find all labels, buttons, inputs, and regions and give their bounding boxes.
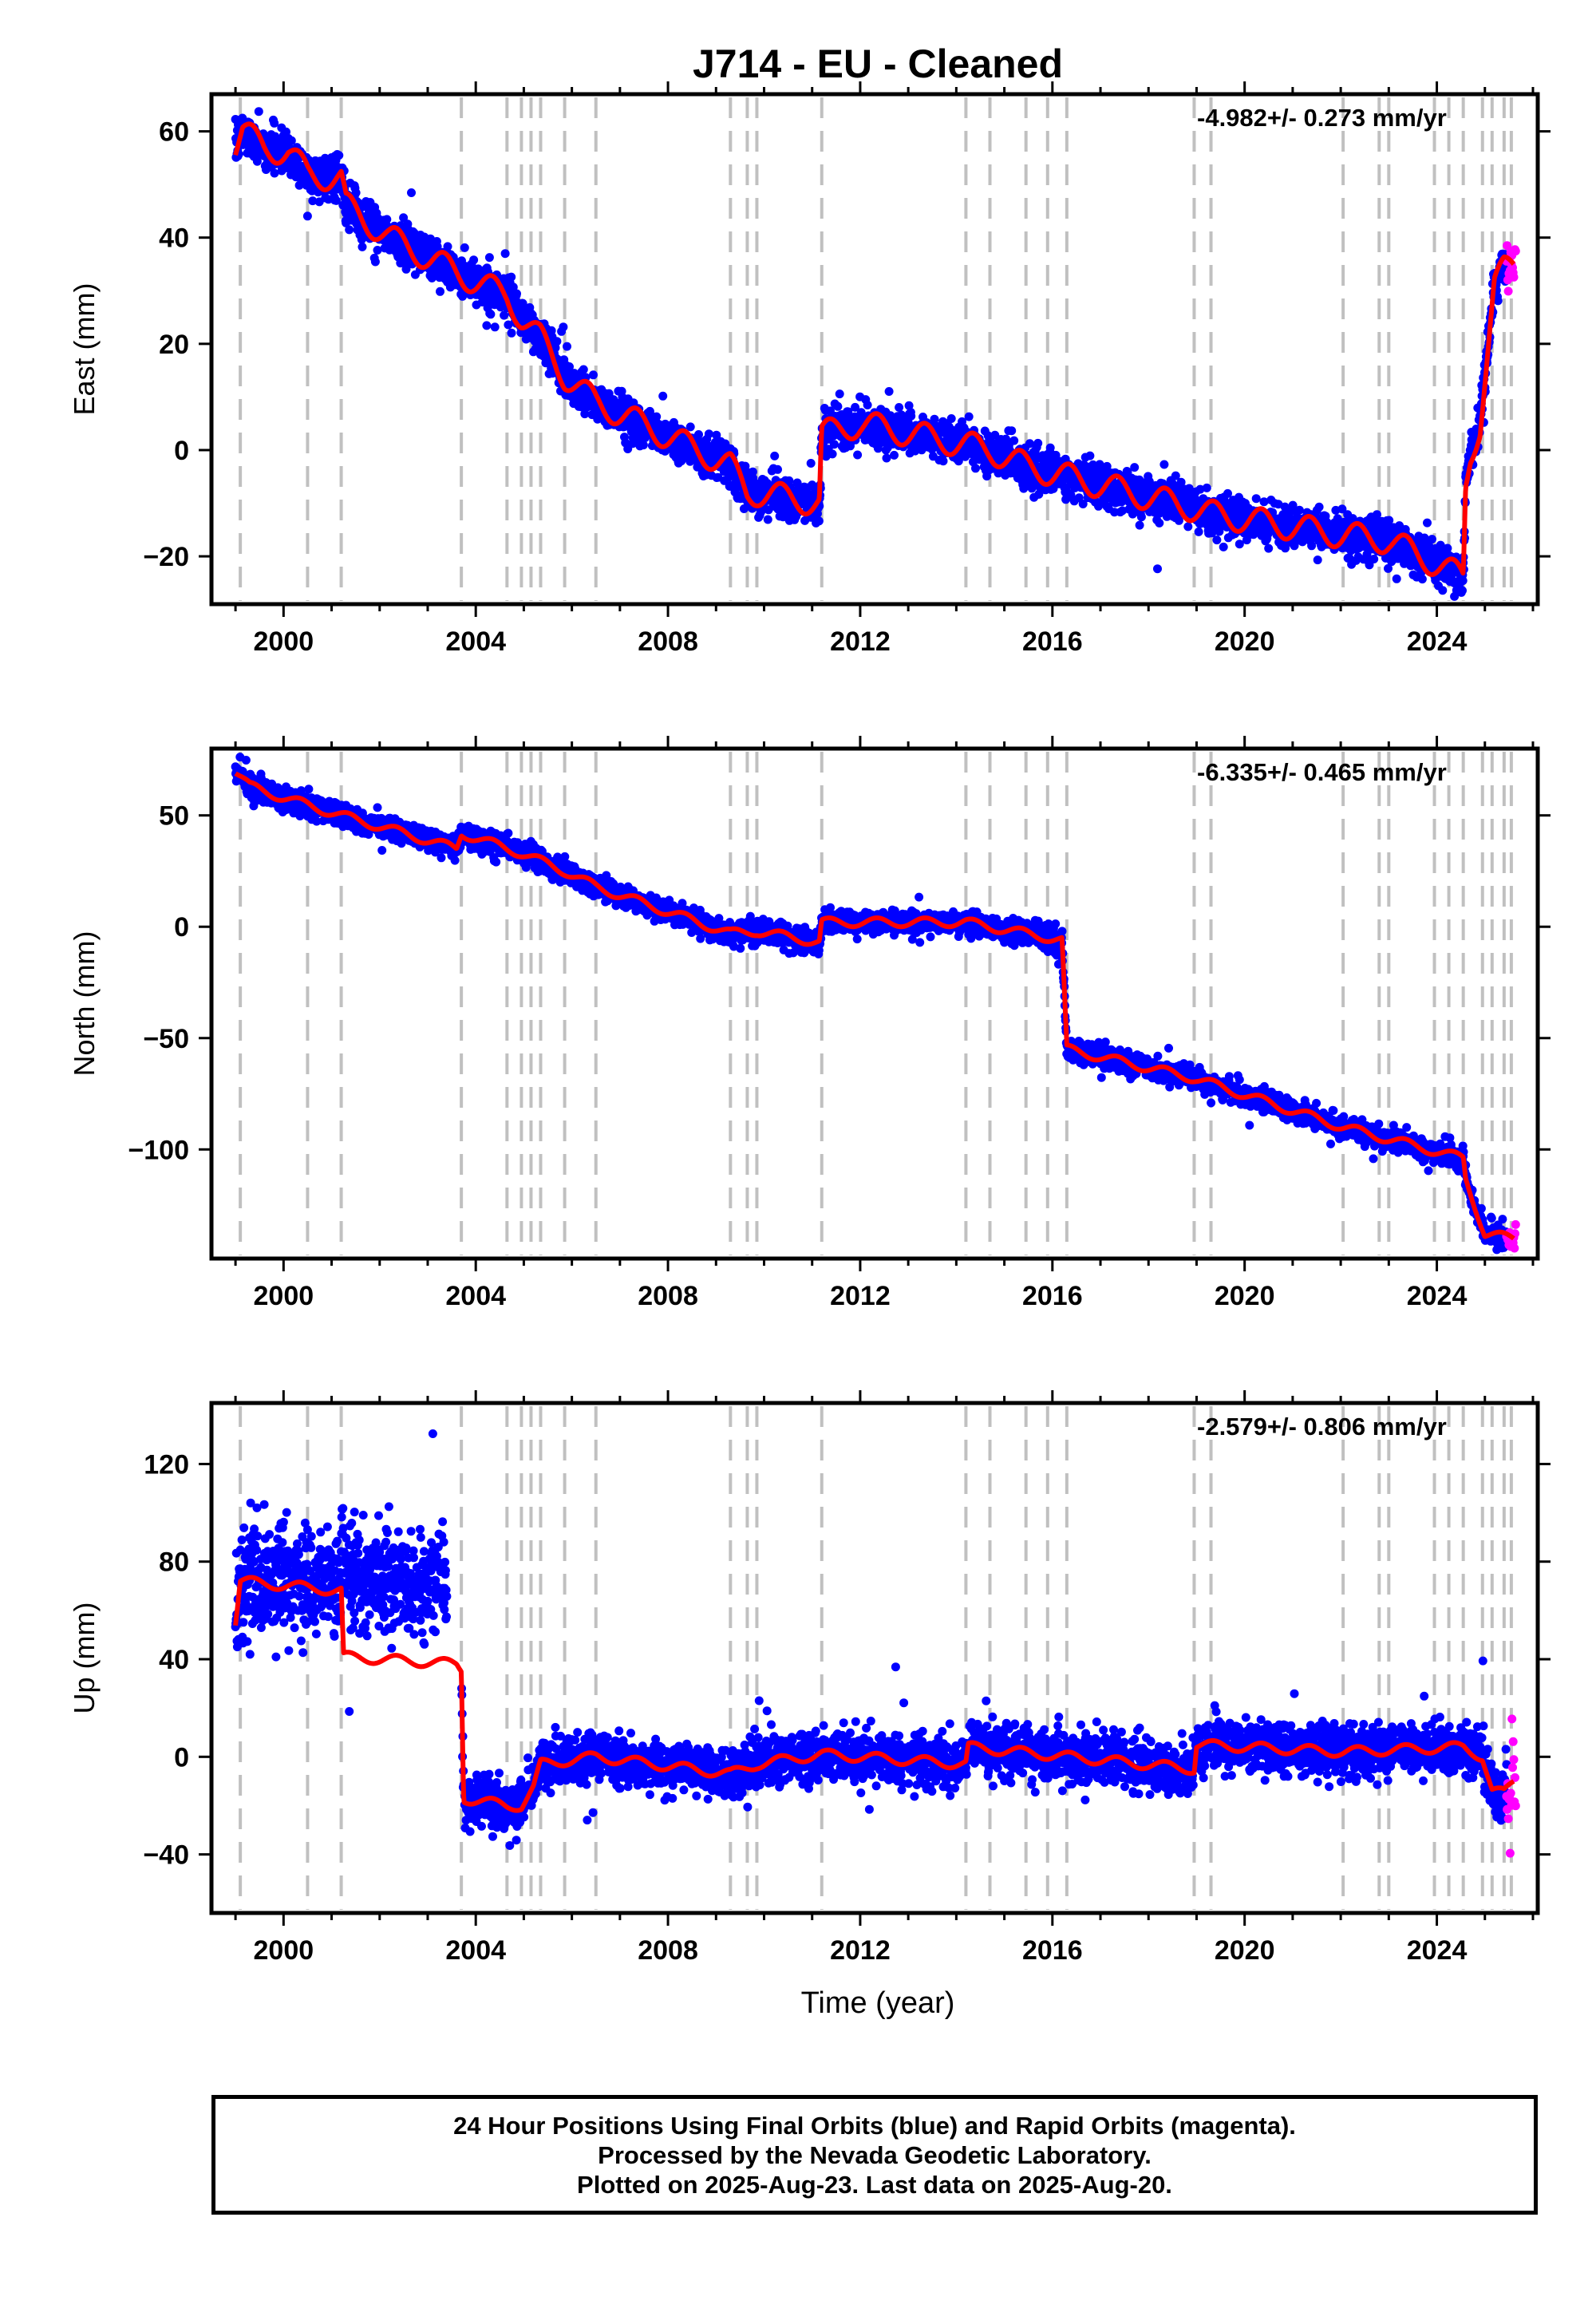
y-axis-ticks: 120 80 40 0 −40 <box>143 1449 1551 1871</box>
footer-line-2: Processed by the Nevada Geodetic Laborat… <box>598 2140 1152 2169</box>
y-tick-label: −20 <box>143 542 189 572</box>
y-tick-label: 60 <box>159 117 189 148</box>
chart-title: J714 - EU - Cleaned <box>693 41 1063 86</box>
x-tick-label: 2000 <box>254 1935 314 1966</box>
y-tick-label: 0 <box>174 1742 189 1773</box>
x-tick-label: 2016 <box>1022 1281 1083 1311</box>
plot-frame <box>209 746 1540 1261</box>
x-tick-label: 2020 <box>1215 1281 1275 1311</box>
y-tick-label: 0 <box>174 912 189 943</box>
model-line <box>233 121 1516 577</box>
y-tick-label: −100 <box>128 1135 189 1165</box>
x-tick-label: 2016 <box>1022 1935 1083 1966</box>
up-rate-label: -2.579+/- 0.806 mm/yr <box>1197 1413 1447 1441</box>
model-line <box>233 1575 1516 1813</box>
y-axis-ticks: 60 40 20 0 −20 <box>143 117 1551 572</box>
final-orbit-points <box>231 753 1511 1255</box>
footer-box: 24 Hour Positions Using Final Orbits (bl… <box>211 2095 1538 2215</box>
x-tick-label: 2008 <box>638 626 698 657</box>
up-y-axis-label: Up (mm) <box>68 1603 101 1714</box>
x-tick-label: 2020 <box>1215 626 1275 657</box>
y-tick-label: 50 <box>159 801 189 832</box>
x-tick-label: 2024 <box>1407 1935 1468 1966</box>
x-tick-label: 2020 <box>1215 1935 1275 1966</box>
y-axis-ticks: 50 0 −50 −100 <box>128 801 1551 1165</box>
up-panel: 2000 2004 2008 2012 2016 2020 2024 120 80 40 0 −40 U… <box>68 1390 1551 1966</box>
footer-line-1: 24 Hour Positions Using Final Orbits (bl… <box>453 2111 1296 2140</box>
east-rate-label: -4.982+/- 0.273 mm/yr <box>1197 104 1447 132</box>
event-lines <box>239 1406 1513 1910</box>
x-tick-label: 2024 <box>1407 626 1468 657</box>
east-panel: 2000 2004 2008 2012 2016 2020 2024 60 40 20 0 −20 Ea… <box>68 81 1551 657</box>
x-tick-label: 2012 <box>830 1281 891 1311</box>
x-tick-label: 2016 <box>1022 626 1083 657</box>
x-axis-ticks: 2000 2004 2008 2012 2016 2020 2024 <box>234 736 1535 1311</box>
x-tick-label: 2024 <box>1407 1281 1468 1311</box>
y-tick-label: −40 <box>143 1840 189 1871</box>
x-tick-label: 2004 <box>445 626 506 657</box>
x-tick-label: 2008 <box>638 1281 698 1311</box>
plot-frame <box>209 92 1540 607</box>
y-tick-label: 40 <box>159 1645 189 1675</box>
y-tick-label: −50 <box>143 1024 189 1054</box>
east-y-axis-label: East (mm) <box>68 283 101 416</box>
x-tick-label: 2004 <box>445 1281 506 1311</box>
north-y-axis-label: North (mm) <box>68 931 101 1077</box>
data-points <box>231 107 1520 601</box>
y-tick-label: 0 <box>174 436 189 466</box>
data-points <box>231 753 1520 1255</box>
x-tick-label: 2000 <box>254 626 314 657</box>
x-tick-label: 2008 <box>638 1935 698 1966</box>
y-tick-label: 120 <box>144 1449 189 1480</box>
rapid-orbit-points <box>1502 241 1520 296</box>
data-points <box>231 1429 1520 1858</box>
model-line <box>233 771 1516 1241</box>
final-orbit-points <box>231 1429 1511 1850</box>
y-tick-label: 80 <box>159 1547 189 1578</box>
rapid-orbit-points <box>1502 1714 1520 1858</box>
x-tick-label: 2004 <box>445 1935 506 1966</box>
footer-line-3: Plotted on 2025-Aug-23. Last data on 202… <box>577 2170 1172 2199</box>
x-axis-ticks: 2000 2004 2008 2012 2016 2020 2024 <box>234 81 1535 657</box>
north-panel: 2000 2004 2008 2012 2016 2020 2024 50 0 −50 −100 No… <box>68 736 1551 1311</box>
x-axis-label: Time (year) <box>801 1986 955 2020</box>
x-axis-ticks: 2000 2004 2008 2012 2016 2020 2024 <box>234 1390 1535 1966</box>
y-tick-label: 40 <box>159 223 189 254</box>
x-tick-label: 2012 <box>830 1935 891 1966</box>
north-rate-label: -6.335+/- 0.465 mm/yr <box>1197 758 1447 786</box>
event-lines <box>239 752 1513 1255</box>
y-tick-label: 20 <box>159 330 189 360</box>
x-tick-label: 2000 <box>254 1281 314 1311</box>
plot-frame <box>209 1401 1540 1915</box>
x-tick-label: 2012 <box>830 626 891 657</box>
